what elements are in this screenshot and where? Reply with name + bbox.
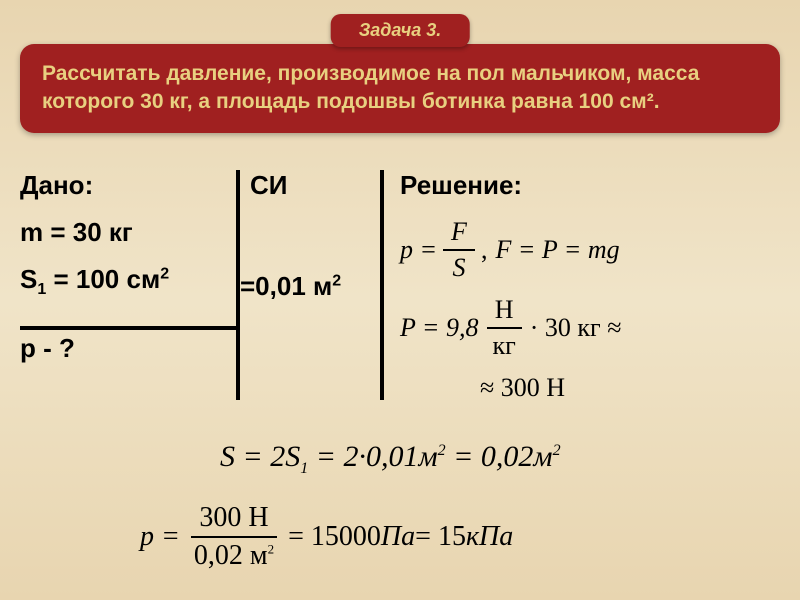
- given-find: p - ?: [20, 333, 240, 364]
- problem-text: Рассчитать давление, производимое на пол…: [42, 62, 699, 113]
- formula-pressure: p = F S , F = P = mg: [400, 217, 780, 283]
- formula-weight: P = 9,8 Н кг · 30 кг ≈: [400, 295, 780, 361]
- given-area: S1 = 100 см2: [20, 264, 240, 299]
- si-header: СИ: [250, 170, 380, 201]
- task-badge: Задача 3.: [331, 14, 470, 47]
- si-area-conversion: =0,01 м2: [240, 271, 380, 302]
- given-mass: m = 30 кг: [20, 217, 240, 248]
- solution-area: Дано: m = 30 кг S1 = 100 см2 p - ? СИ =0…: [20, 170, 780, 590]
- given-header: Дано:: [20, 170, 240, 201]
- weight-result: ≈ 300 Н: [480, 373, 780, 403]
- given-column: Дано: m = 30 кг S1 = 100 см2 p - ?: [20, 170, 240, 380]
- formula-force: F = P = mg: [495, 235, 619, 265]
- divider-line-2: [380, 170, 384, 400]
- solution-header: Решение:: [400, 170, 780, 201]
- si-column: СИ =0,01 м2: [240, 170, 380, 302]
- problem-statement: Рассчитать давление, производимое на пол…: [20, 44, 780, 133]
- task-badge-text: Задача 3.: [359, 20, 442, 40]
- solution-column: Решение: p = F S , F = P = mg P = 9,8 Н …: [400, 170, 780, 415]
- formula-final-pressure: p = 300 Н 0,02 м2 = 15000 Па = 15 кПа: [140, 502, 513, 572]
- formula-total-area: S = 2S1 = 2·0,01м2 = 0,02м2: [220, 440, 561, 478]
